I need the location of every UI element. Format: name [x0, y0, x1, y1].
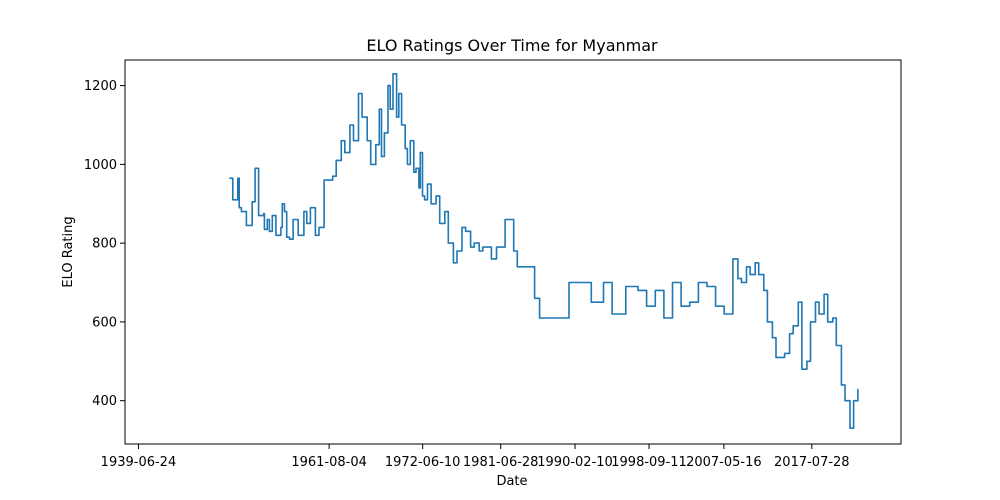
plot-area-frame	[124, 59, 902, 445]
y-tick-label: 600	[92, 315, 117, 330]
x-tick-label: 2017-07-28	[774, 455, 850, 470]
x-tick-label: 1998-09-11	[611, 455, 687, 470]
chart-title: ELO Ratings Over Time for Myanmar	[366, 36, 658, 55]
x-tick-label: 1972-06-10	[385, 455, 461, 470]
y-tick-label: 400	[92, 394, 117, 409]
x-tick-label: 1981-06-28	[463, 455, 539, 470]
x-axis: 1939-06-24 1961-08-04 1972-06-10 1981-06-28…	[101, 444, 850, 470]
x-tick-label: 1990-02-10	[537, 455, 613, 470]
x-axis-label: Date	[496, 474, 527, 489]
x-tick-label: 1939-06-24	[101, 455, 177, 470]
x-tick-label: 1961-08-04	[291, 455, 367, 470]
x-tick-label: 2007-05-16	[686, 455, 762, 470]
y-axis: 400 600 800 1000 1200	[84, 79, 125, 409]
y-axis-label: ELO Rating	[61, 216, 76, 287]
y-tick-label: 1000	[84, 158, 117, 173]
y-tick-label: 800	[92, 237, 117, 252]
y-tick-label: 1200	[84, 79, 117, 94]
series-line-myanmar	[229, 73, 859, 429]
